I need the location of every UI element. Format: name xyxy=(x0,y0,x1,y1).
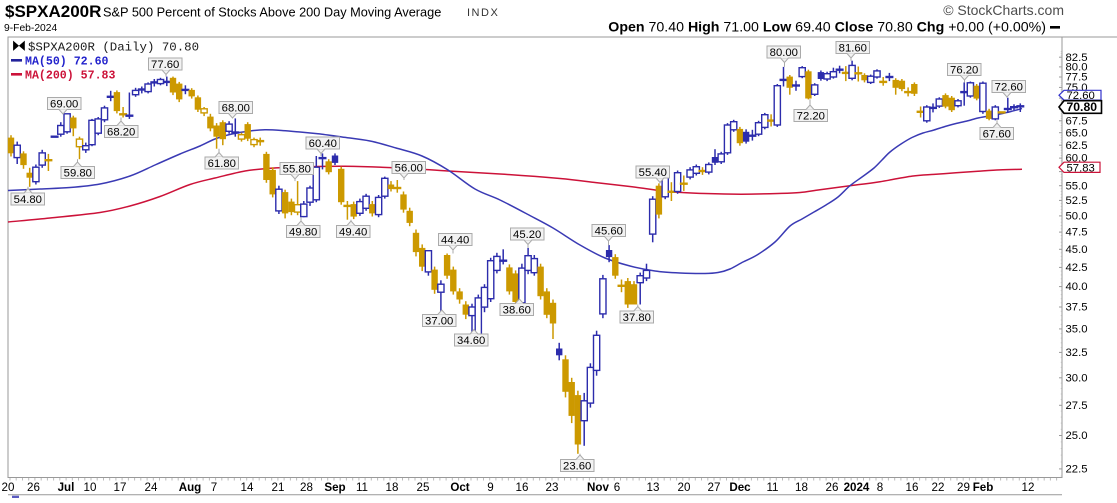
svg-text:30.0: 30.0 xyxy=(1066,372,1088,384)
svg-text:32.5: 32.5 xyxy=(1066,347,1088,359)
svg-text:67.60: 67.60 xyxy=(983,129,1011,141)
svg-text:27.5: 27.5 xyxy=(1066,400,1088,412)
svg-text:69.00: 69.00 xyxy=(50,99,78,111)
svg-text:MA(200) 57.83: MA(200) 57.83 xyxy=(25,70,115,83)
svg-text:81.60: 81.60 xyxy=(839,43,867,55)
svg-text:67.5: 67.5 xyxy=(1066,115,1088,127)
svg-text:25.0: 25.0 xyxy=(1066,430,1088,442)
svg-text:54.80: 54.80 xyxy=(14,194,42,206)
svg-text:25: 25 xyxy=(417,481,430,494)
svg-text:80.00: 80.00 xyxy=(770,47,798,59)
svg-text:$SPXA200R (Daily) 70.80: $SPXA200R (Daily) 70.80 xyxy=(28,41,199,55)
svg-text:35.0: 35.0 xyxy=(1066,324,1088,336)
svg-text:45.60: 45.60 xyxy=(595,226,623,238)
svg-text:23.60: 23.60 xyxy=(563,461,591,473)
svg-text:11: 11 xyxy=(356,481,368,494)
svg-text:INDX: INDX xyxy=(467,7,499,19)
svg-text:Jul: Jul xyxy=(58,481,75,494)
svg-text:Sep: Sep xyxy=(324,481,345,494)
svg-text:45.0: 45.0 xyxy=(1066,244,1088,256)
svg-text:22: 22 xyxy=(932,481,945,494)
svg-text:9-Feb-2024: 9-Feb-2024 xyxy=(4,23,58,34)
svg-text:22.5: 22.5 xyxy=(1066,464,1088,476)
svg-text:44.40: 44.40 xyxy=(441,235,469,247)
svg-text:10: 10 xyxy=(84,481,97,494)
svg-text:37.80: 37.80 xyxy=(623,312,651,324)
svg-text:16: 16 xyxy=(516,481,529,494)
svg-text:37.5: 37.5 xyxy=(1066,302,1088,314)
svg-text:18: 18 xyxy=(795,481,808,494)
svg-text:80.0: 80.0 xyxy=(1066,62,1088,74)
svg-text:20: 20 xyxy=(678,481,691,494)
svg-text:49.40: 49.40 xyxy=(339,227,367,239)
svg-text:38.60: 38.60 xyxy=(503,305,531,317)
svg-text:68.20: 68.20 xyxy=(107,127,135,139)
svg-text:42.5: 42.5 xyxy=(1066,262,1088,274)
svg-text:40.0: 40.0 xyxy=(1066,281,1088,293)
svg-text:12: 12 xyxy=(1022,481,1035,494)
svg-text:49.80: 49.80 xyxy=(289,227,317,239)
svg-text:59.80: 59.80 xyxy=(64,168,92,180)
svg-text:37.00: 37.00 xyxy=(425,316,453,328)
svg-text:52.5: 52.5 xyxy=(1066,195,1088,207)
svg-text:© StockCharts.com: © StockCharts.com xyxy=(943,2,1064,18)
svg-text:29: 29 xyxy=(957,481,970,494)
svg-text:8: 8 xyxy=(877,481,883,494)
svg-text:Feb: Feb xyxy=(973,481,994,494)
svg-text:20: 20 xyxy=(2,481,15,494)
svg-text:56.00: 56.00 xyxy=(395,163,423,175)
svg-text:28: 28 xyxy=(300,481,313,494)
svg-text:Aug: Aug xyxy=(179,481,202,494)
svg-text:72.60: 72.60 xyxy=(1067,90,1095,102)
svg-text:Open 70.40 High 71.00 Low 69: Open 70.40 High 71.00 Low 69.40 Close 70… xyxy=(608,20,1046,36)
svg-text:65.0: 65.0 xyxy=(1066,127,1088,139)
svg-text:76.20: 76.20 xyxy=(950,65,978,77)
svg-text:26: 26 xyxy=(826,481,839,494)
svg-text:55.40: 55.40 xyxy=(639,167,667,179)
svg-text:Oct: Oct xyxy=(450,481,469,494)
svg-text:72.60: 72.60 xyxy=(995,82,1023,94)
svg-text:S&P 500 Percent of Stocks Abov: S&P 500 Percent of Stocks Above 200 Day … xyxy=(103,5,441,20)
svg-text:26: 26 xyxy=(27,481,40,494)
svg-text:14: 14 xyxy=(241,481,254,494)
svg-text:45.20: 45.20 xyxy=(513,229,541,241)
svg-text:50.0: 50.0 xyxy=(1066,211,1088,223)
svg-text:6: 6 xyxy=(614,481,620,494)
svg-text:70.80: 70.80 xyxy=(1067,100,1098,114)
svg-text:77.5: 77.5 xyxy=(1066,72,1088,84)
svg-text:MA(50) 72.60: MA(50) 72.60 xyxy=(25,56,109,69)
svg-text:18: 18 xyxy=(386,481,399,494)
svg-text:82.5: 82.5 xyxy=(1066,52,1088,64)
svg-text:13: 13 xyxy=(647,481,660,494)
svg-text:27: 27 xyxy=(708,481,721,494)
svg-text:55.0: 55.0 xyxy=(1066,180,1088,192)
svg-text:23: 23 xyxy=(546,481,559,494)
svg-text:11: 11 xyxy=(766,481,778,494)
svg-text:16: 16 xyxy=(906,481,919,494)
svg-text:60.40: 60.40 xyxy=(309,138,337,150)
svg-text:62.5: 62.5 xyxy=(1066,140,1088,152)
svg-text:24: 24 xyxy=(145,481,158,494)
svg-text:Nov: Nov xyxy=(587,481,609,494)
svg-text:$SPXA200R: $SPXA200R xyxy=(5,2,101,21)
svg-text:9: 9 xyxy=(487,481,493,494)
svg-text:Dec: Dec xyxy=(729,481,751,494)
svg-text:34.60: 34.60 xyxy=(457,335,485,347)
svg-text:55.80: 55.80 xyxy=(283,164,311,176)
svg-text:7: 7 xyxy=(211,481,217,494)
svg-text:61.80: 61.80 xyxy=(208,158,236,170)
svg-text:57.83: 57.83 xyxy=(1067,162,1095,174)
svg-text:77.60: 77.60 xyxy=(151,59,179,71)
svg-text:68.00: 68.00 xyxy=(222,103,250,115)
svg-text:47.5: 47.5 xyxy=(1066,227,1088,239)
svg-text:21: 21 xyxy=(272,481,285,494)
svg-text:17: 17 xyxy=(114,481,127,494)
svg-text:2024: 2024 xyxy=(844,481,870,494)
svg-text:72.20: 72.20 xyxy=(797,111,825,123)
